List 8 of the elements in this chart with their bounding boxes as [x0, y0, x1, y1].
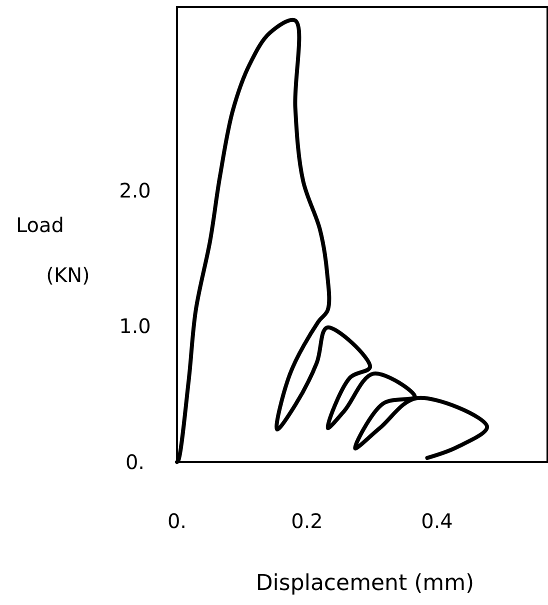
x-tick-label: 0. [167, 509, 187, 533]
y-tick-label: 1.0 [119, 314, 151, 338]
x-tick-label: 0.4 [421, 509, 453, 533]
text: Load (KN) [16, 213, 90, 287]
y-tick-label: 0. [125, 450, 145, 474]
x-tick-label: 0.2 [291, 509, 323, 533]
x-axis-title: Displacement (mm) [256, 571, 474, 596]
y-tick-label: 2.0 [119, 178, 151, 202]
